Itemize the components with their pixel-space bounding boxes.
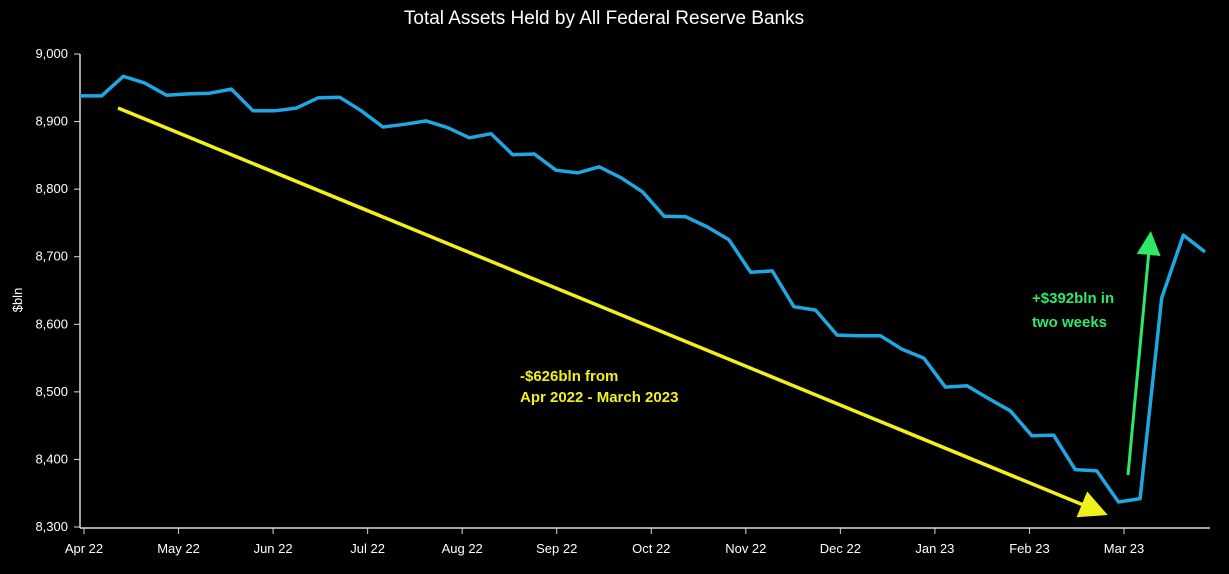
x-tick-label: Apr 22 bbox=[65, 541, 103, 556]
x-tick-label: Aug 22 bbox=[442, 541, 483, 556]
x-tick-label: Mar 23 bbox=[1104, 541, 1144, 556]
decline-annotation-line2: Apr 2022 - March 2023 bbox=[520, 389, 678, 406]
x-tick-label: Oct 22 bbox=[632, 541, 670, 556]
y-tick-label: 8,900 bbox=[35, 114, 68, 129]
x-tick-label: Dec 22 bbox=[820, 541, 861, 556]
increase-arrow bbox=[1126, 231, 1161, 476]
y-tick-label: 9,000 bbox=[35, 46, 68, 61]
series-line-total-assets bbox=[80, 74, 1207, 504]
x-tick-label: May 22 bbox=[157, 541, 200, 556]
y-tick-label: 8,500 bbox=[35, 384, 68, 399]
x-tick-label: Jan 23 bbox=[915, 541, 954, 556]
y-tick-label: 8,700 bbox=[35, 249, 68, 264]
increase-annotation: +$392bln in two weeks bbox=[1032, 290, 1118, 331]
y-axis-label: $bln bbox=[10, 288, 25, 313]
decline-annotation-line1: -$626bln from bbox=[520, 368, 618, 385]
x-tick-label: Jul 22 bbox=[350, 541, 385, 556]
x-tick-label: Jun 22 bbox=[254, 541, 293, 556]
x-tick-label: Sep 22 bbox=[536, 541, 577, 556]
increase-annotation-line2: two weeks bbox=[1032, 314, 1107, 331]
y-tick-label: 8,400 bbox=[35, 451, 68, 466]
chart-title: Total Assets Held by All Federal Reserve… bbox=[404, 8, 804, 29]
x-tick-label: Feb 23 bbox=[1009, 541, 1049, 556]
increase-annotation-line1: +$392bln in bbox=[1032, 290, 1114, 307]
y-tick-label: 8,600 bbox=[35, 316, 68, 331]
decline-arrow bbox=[117, 106, 1108, 518]
y-tick-label: 8,800 bbox=[35, 181, 68, 196]
y-tick-label: 8,300 bbox=[35, 519, 68, 534]
x-tick-label: Nov 22 bbox=[725, 541, 766, 556]
decline-annotation: -$626bln from Apr 2022 - March 2023 bbox=[520, 368, 678, 406]
